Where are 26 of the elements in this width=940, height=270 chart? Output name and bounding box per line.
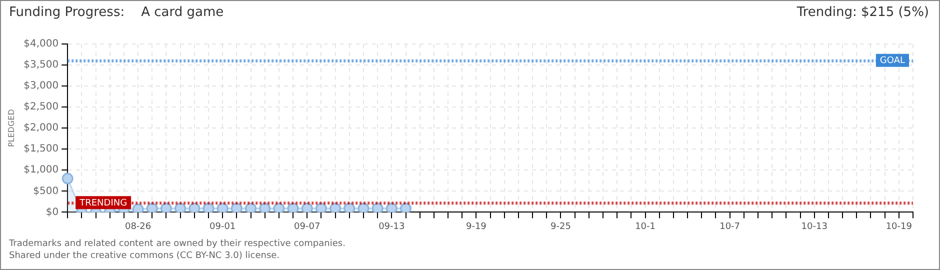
chart-subtitle: Trending: $215 (5%) xyxy=(796,5,929,20)
x-tick-label: 09-01 xyxy=(210,222,236,232)
x-tick-label: 10-1 xyxy=(635,222,656,232)
y-tick-label: $2,500 xyxy=(24,102,59,113)
x-tick-label: 08-26 xyxy=(124,222,152,232)
y-tick-label: $0 xyxy=(46,206,59,218)
chart-title: Funding Progress: A card game xyxy=(9,5,224,20)
x-tick-label: 10-7 xyxy=(720,222,740,232)
y-tick-label: $3,500 xyxy=(24,60,59,71)
text: Trademarks and related content are owned by their respective companies. xyxy=(9,238,346,250)
y-tick-label: $2,000 xyxy=(24,122,59,134)
x-tick-label: 09-13 xyxy=(378,222,405,232)
y-tick-label: $1,500 xyxy=(24,144,59,155)
x-tick-label: 10-19 xyxy=(886,222,912,232)
y-tick-label: $500 xyxy=(33,186,59,197)
x-tick-label: 09-07 xyxy=(294,222,320,232)
x-tick-label: 9-25 xyxy=(550,222,571,232)
y-tick-label: $1,000 xyxy=(24,164,59,176)
y-tick-label: $4,000 xyxy=(24,38,59,50)
text: Shared under the creative commons (CC BY-NC 3.0) license. xyxy=(9,250,281,262)
y-tick-label: $3,000 xyxy=(24,80,59,92)
ref-line-label: GOAL xyxy=(880,56,906,66)
x-tick-label: 10-13 xyxy=(801,222,828,232)
ref-line-label: TRENDING xyxy=(78,198,128,209)
x-tick-label: 9-19 xyxy=(466,222,487,232)
y-axis-title: PLEDGED xyxy=(6,109,16,148)
